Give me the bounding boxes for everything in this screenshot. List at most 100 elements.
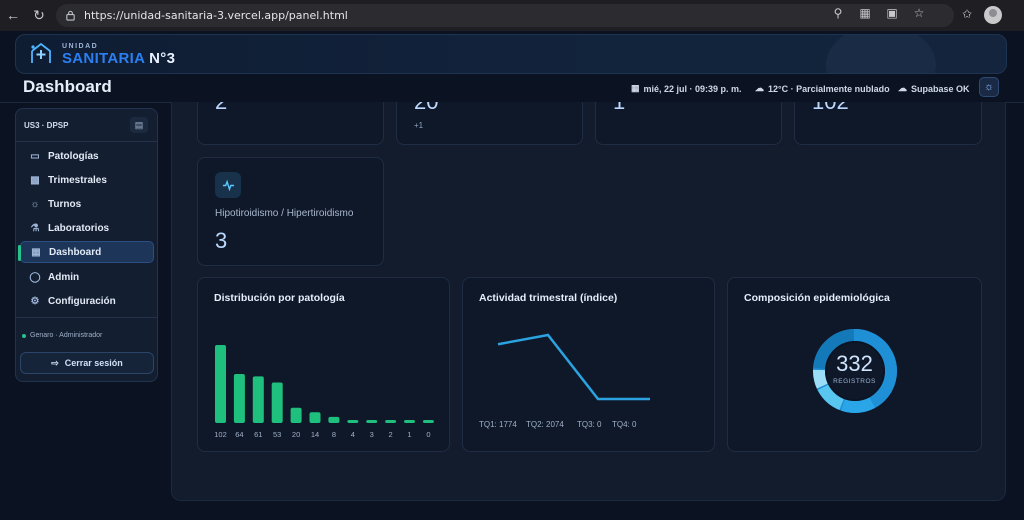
bar xyxy=(290,407,302,423)
dashboard-panel: 2 20 +1 1 102 Hipotiroidismo / Hipertiro… xyxy=(171,102,1006,501)
browser-toolbar: ← ↻ https://unidad-sanitaria-3.vercel.ap… xyxy=(0,0,1024,31)
bar-chart-icon: ▩ xyxy=(30,174,40,186)
sidebar-item-turnos[interactable]: ☼ Turnos xyxy=(20,193,154,215)
sidebar-item-patologias[interactable]: ▭ Patologías xyxy=(20,145,154,167)
donut-segment xyxy=(813,329,897,413)
page-title: Dashboard xyxy=(23,77,112,96)
bar-value-label: 0 xyxy=(426,430,430,439)
bar-value-label: 102 xyxy=(214,430,227,439)
reload-icon[interactable]: ↻ xyxy=(33,6,45,23)
sidebar-collapse-button[interactable]: ▤ xyxy=(130,117,148,133)
shield-icon: ◯ xyxy=(29,271,41,283)
address-bar[interactable]: https://unidad-sanitaria-3.vercel.app/pa… xyxy=(56,4,954,27)
kpi-card: Hipotiroidismo / Hipertiroidismo 3 xyxy=(197,157,384,266)
bar-value-label: 53 xyxy=(273,430,281,439)
brand-subtitle: UNIDAD xyxy=(62,43,99,50)
stat-value: 2 xyxy=(215,102,227,115)
quarter-label: TQ3: 0 xyxy=(577,420,602,429)
bar xyxy=(404,420,415,423)
bar-value-label: 8 xyxy=(332,430,336,439)
bar-value-label: 14 xyxy=(311,430,319,439)
favorites-icon[interactable]: ✩ xyxy=(961,7,972,21)
key-icon[interactable]: ⚲ xyxy=(833,6,843,20)
bar xyxy=(366,420,378,423)
bar-value-label: 61 xyxy=(254,430,262,439)
sidebar-item-trimestrales[interactable]: ▩ Trimestrales xyxy=(20,169,154,191)
donut-segment xyxy=(813,329,897,413)
stat-value: 102 xyxy=(812,102,849,115)
current-user: Genaro · Administrador xyxy=(22,332,102,339)
sidebar-item-configuracion[interactable]: ⚙ Configuración xyxy=(20,290,154,312)
star-icon[interactable]: ☆ xyxy=(913,6,925,20)
calendar-icon: ▦ xyxy=(631,83,640,93)
lock-icon xyxy=(64,10,76,22)
chart-card-trimestral: Actividad trimestral (índice) TQ1: 1774 T… xyxy=(462,277,715,452)
logout-button[interactable]: ⇨ Cerrar sesión xyxy=(20,352,154,374)
stat-delta: +1 xyxy=(414,121,424,130)
bar-value-label: 64 xyxy=(235,430,243,439)
sidebar-item-admin[interactable]: ◯ Admin xyxy=(29,271,80,283)
sidebar-org: US3 · DPSP xyxy=(24,121,69,130)
cloud-icon: ☁ xyxy=(898,83,907,93)
donut-chart xyxy=(813,329,897,413)
bar xyxy=(347,419,359,423)
chart-title: Distribución por patología xyxy=(214,292,345,304)
bar-value-label: 1 xyxy=(407,430,411,439)
kpi-value: 3 xyxy=(215,228,228,253)
app-page: UNIDAD SANITARIA N°3 Dashboard ▦ mié, 22… xyxy=(0,31,1024,520)
db-status: ☁ Supabase OK xyxy=(898,83,970,94)
bar xyxy=(233,374,245,423)
logout-icon: ⇨ xyxy=(51,357,59,368)
page-header: Dashboard ▦ mié, 22 jul · 09:39 p. m. ☁ … xyxy=(0,74,1024,103)
brand-bar: UNIDAD SANITARIA N°3 xyxy=(15,34,1007,74)
bar-chart: 102 64 61 53 20 14 8 4 3 2 1 0 xyxy=(214,345,434,439)
bar xyxy=(252,376,264,423)
profile-avatar[interactable] xyxy=(984,6,1002,24)
donut-total: 332 xyxy=(836,351,873,376)
bar xyxy=(271,382,283,423)
kpi-label: Hipotiroidismo / Hipertiroidismo xyxy=(215,208,354,219)
bar-value-label: 20 xyxy=(292,430,300,439)
activity-icon xyxy=(215,172,241,198)
bar-value-label: 2 xyxy=(389,430,393,439)
stat-card: 102 xyxy=(794,102,982,145)
chart-card-composicion: Composición epidemiológica 332 REGISTROS xyxy=(727,277,982,452)
panel-icon: ▤ xyxy=(134,119,144,130)
stat-card: 2 xyxy=(197,102,384,145)
brand-title: SANITARIA N°3 xyxy=(62,50,176,67)
back-icon[interactable]: ← xyxy=(6,7,20,23)
grid-icon: ▦ xyxy=(31,246,41,258)
sidebar-item-laboratorios[interactable]: ⚗ Laboratorios xyxy=(20,217,154,239)
donut-label: REGISTROS xyxy=(833,378,876,385)
chart-title: Composición epidemiológica xyxy=(744,292,890,304)
sun-icon: ☼ xyxy=(983,81,995,93)
bar-value-label: 4 xyxy=(351,430,355,439)
stat-card: 1 xyxy=(595,102,782,145)
weather-status: ☁ 12°C · Parcialmente nublado xyxy=(755,83,890,94)
sidebar-item-dashboard[interactable]: ▦ Dashboard xyxy=(18,241,154,263)
online-status-icon xyxy=(22,333,26,338)
chart-card-patologia: Distribución por patología 102 64 61 53 20 14… xyxy=(197,277,450,452)
stat-value: 1 xyxy=(613,102,625,115)
gear-icon: ⚙ xyxy=(30,295,40,307)
bar xyxy=(328,416,340,423)
quarter-label: TQ2: 2074 xyxy=(526,420,564,429)
bar-value-label: 3 xyxy=(370,430,374,439)
theme-toggle-button[interactable]: ☼ xyxy=(979,77,999,97)
extensions-icon[interactable]: ▦ xyxy=(859,6,871,20)
bar xyxy=(215,345,226,423)
hospital-logo-icon xyxy=(31,42,51,63)
apps-icon[interactable]: ▣ xyxy=(886,6,898,20)
bar xyxy=(422,420,434,423)
monitor-icon: ▭ xyxy=(30,150,40,162)
quarter-label: TQ4: 0 xyxy=(612,420,637,429)
series-line xyxy=(497,333,650,401)
stat-value: 20 xyxy=(414,102,438,115)
stat-card: 20 +1 xyxy=(396,102,583,145)
line-chart: TQ1: 1774 TQ2: 2074 TQ3: 0 TQ4: 0 xyxy=(479,333,650,429)
flask-icon: ⚗ xyxy=(30,222,40,234)
datetime-status: ▦ mié, 22 jul · 09:39 p. m. xyxy=(631,83,742,94)
quarter-label: TQ1: 1774 xyxy=(479,420,517,429)
bar xyxy=(309,412,321,423)
cloud-icon: ☁ xyxy=(755,83,764,93)
